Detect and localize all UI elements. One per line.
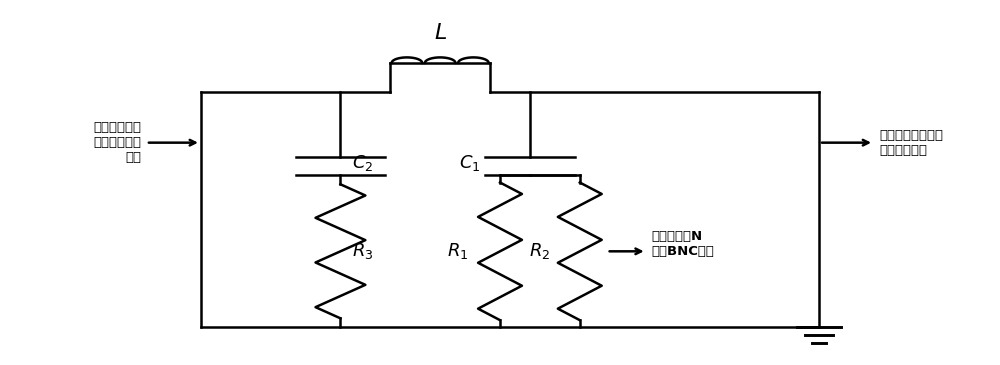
Text: $R_2$: $R_2$ [529, 241, 550, 261]
Text: $C_2$: $C_2$ [352, 153, 374, 173]
Text: $C_1$: $C_1$ [459, 153, 480, 173]
Text: $R_3$: $R_3$ [352, 241, 374, 261]
Text: 电源输出接口（接
口类型待定）: 电源输出接口（接 口类型待定） [879, 128, 943, 157]
Text: $L$: $L$ [434, 23, 447, 43]
Text: 射频端口（N
型或BNC型）: 射频端口（N 型或BNC型） [652, 230, 714, 258]
Text: 电源输入接口
（接口类型待
定）: 电源输入接口 （接口类型待 定） [93, 121, 141, 164]
Text: $R_1$: $R_1$ [447, 241, 468, 261]
